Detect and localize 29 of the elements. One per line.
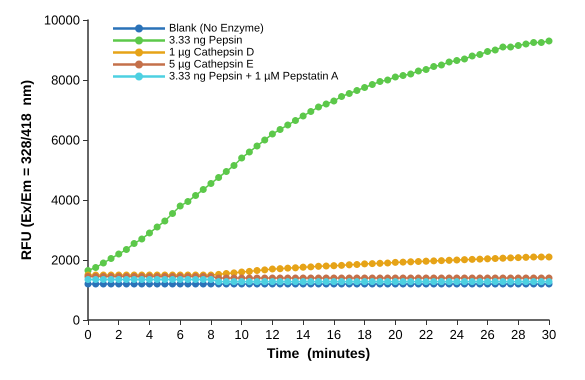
x-tick-label: 14 [296, 327, 310, 342]
y-tick-label: 8000 [51, 72, 80, 88]
x-tick-label: 22 [418, 327, 434, 342]
y-tick-label: 0 [72, 312, 80, 328]
y-tick-label: 4000 [51, 192, 80, 208]
x-tick-label: 28 [511, 327, 526, 342]
x-tick-label: 0 [84, 327, 92, 342]
y-tick-label: 10000 [44, 12, 80, 28]
x-tick-label: 6 [176, 327, 184, 342]
legend-label: 5 µg Cathepsin E [169, 58, 254, 70]
x-tick-label: 30 [542, 327, 556, 342]
legend-label: 3.33 ng Pepsin [169, 34, 242, 46]
x-tick-label: 18 [357, 327, 372, 342]
x-tick-label: 12 [265, 327, 280, 342]
y-tick-label: 2000 [51, 252, 80, 268]
y-tick-label: 6000 [51, 132, 80, 148]
y-axis-title: RFU (Ex/Em = 328/418 nm) [18, 80, 34, 260]
x-tick-label: 4 [146, 327, 154, 342]
legend-label: 1 µg Cathepsin D [169, 46, 254, 58]
x-tick-label: 10 [234, 327, 249, 342]
x-tick-label: 16 [326, 327, 342, 342]
x-tick-label: 26 [480, 327, 495, 342]
x-tick-label: 2 [115, 327, 122, 342]
x-tick-label: 8 [207, 327, 215, 342]
x-tick-label: 20 [388, 327, 403, 342]
legend-label: 3.33 ng Pepsin + 1 µM Pepstatin A [169, 70, 339, 82]
x-axis-title: Time (minutes) [266, 345, 370, 361]
legend-label: Blank (No Enzyme) [169, 22, 264, 34]
x-tick-label: 24 [450, 327, 464, 342]
